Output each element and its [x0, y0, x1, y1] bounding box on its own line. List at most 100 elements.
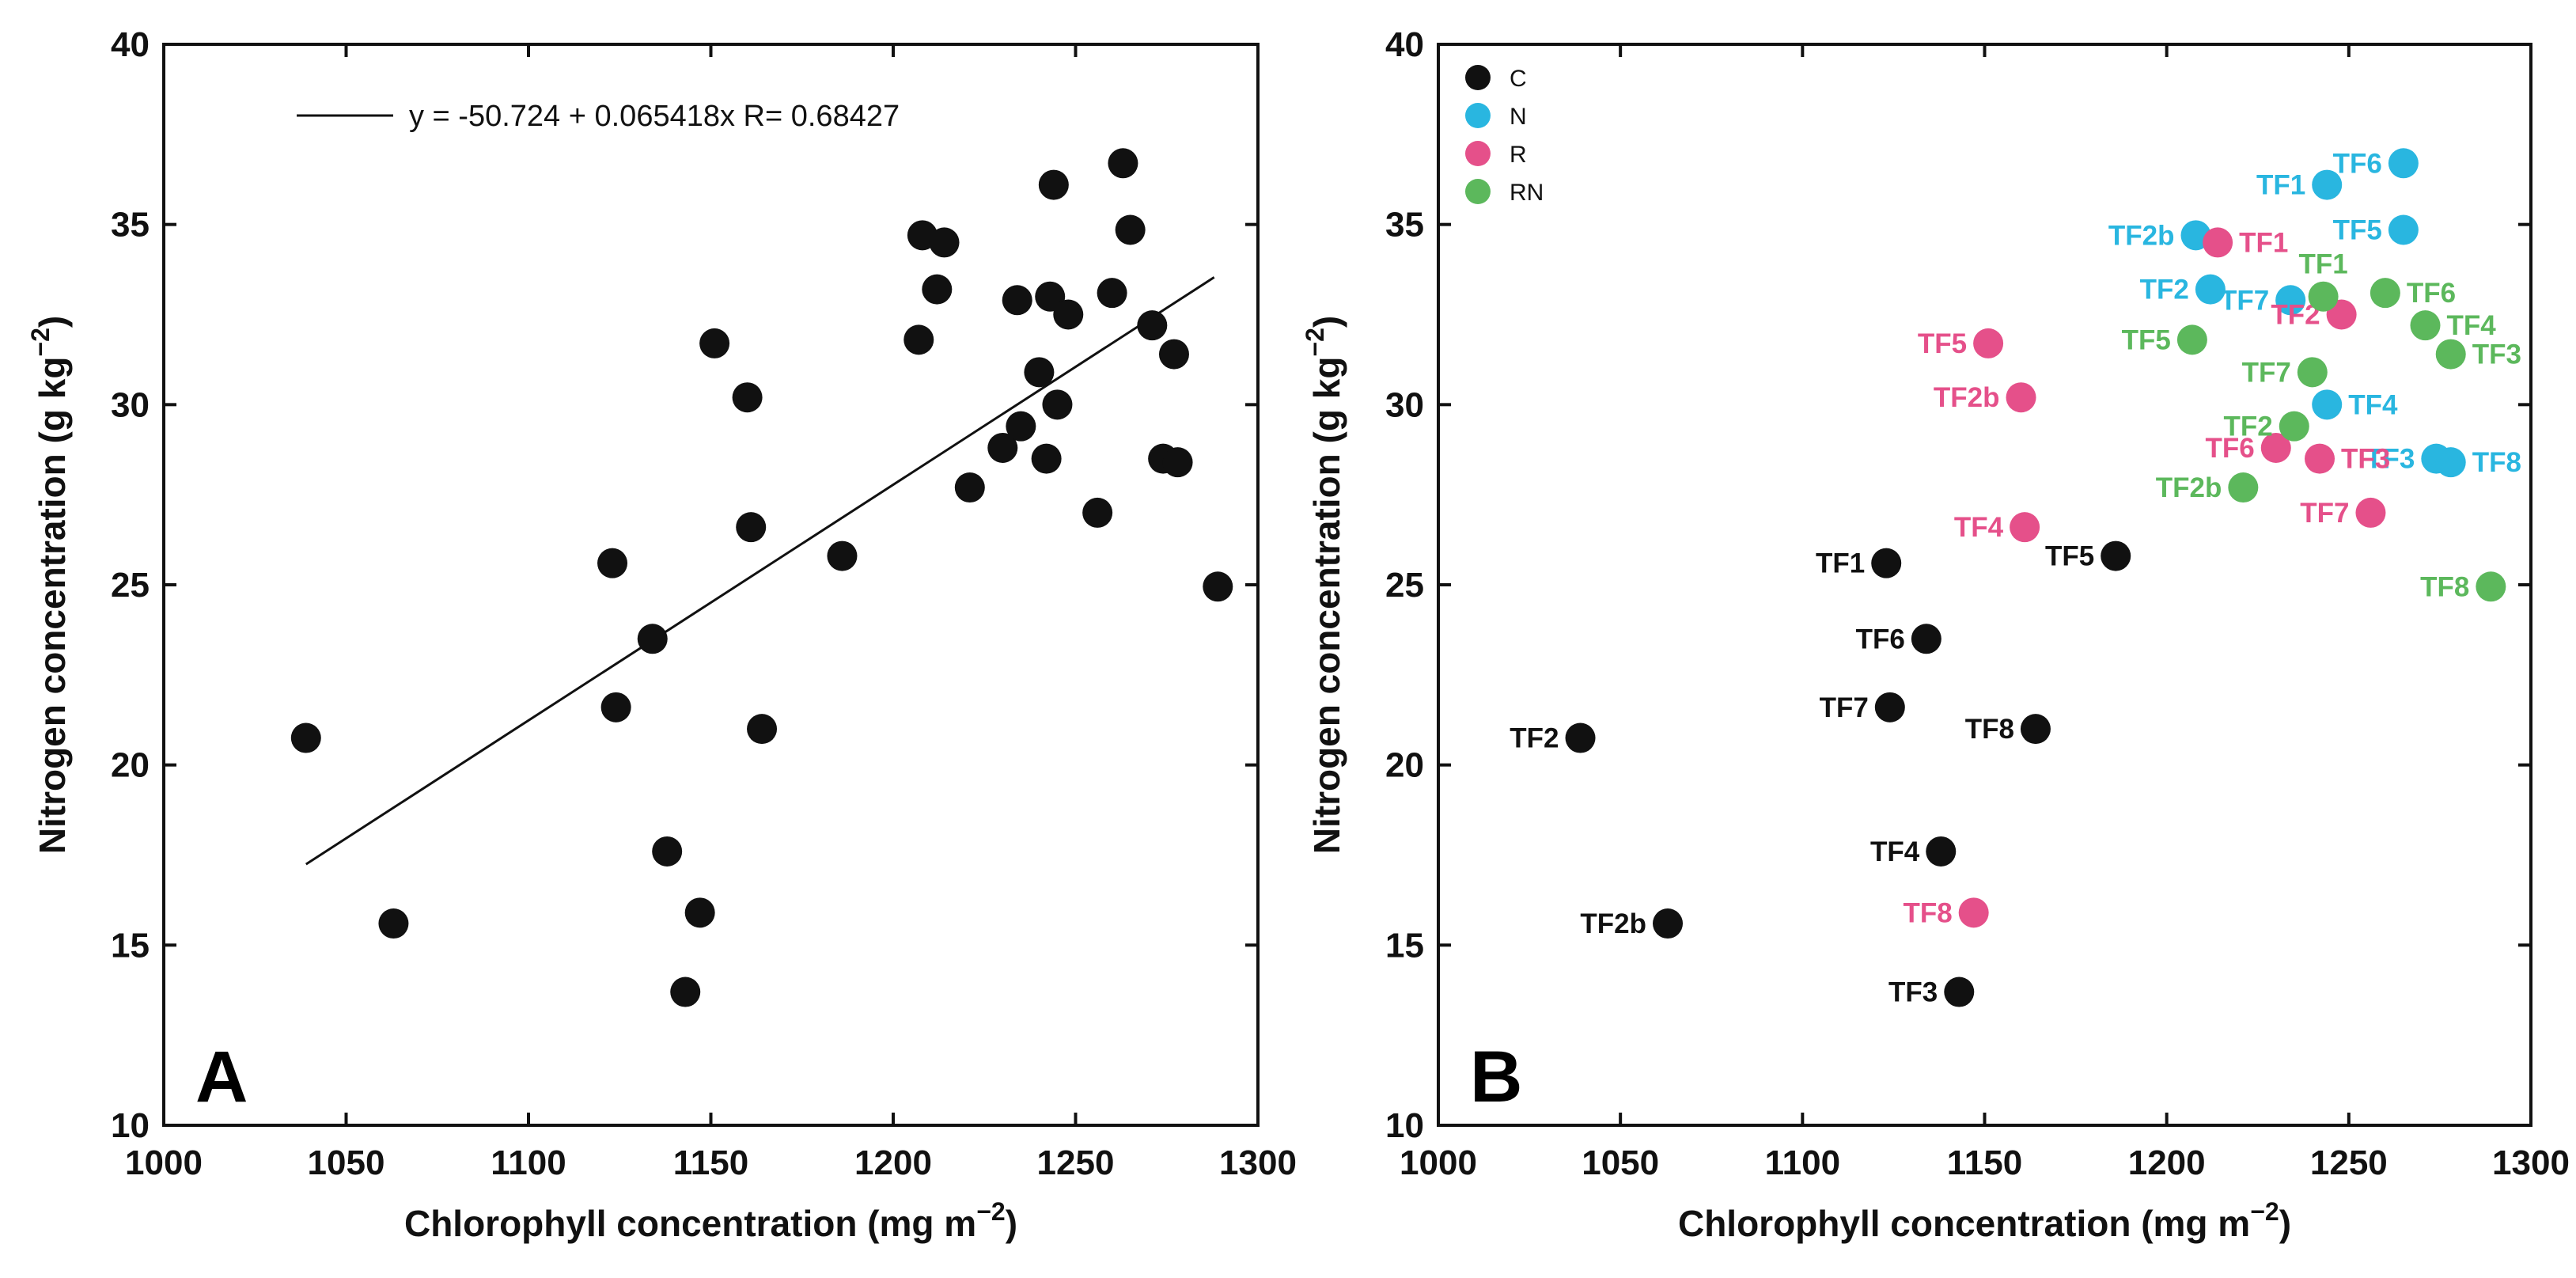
- point-label: TF1: [2298, 249, 2347, 280]
- data-point: [2228, 472, 2259, 503]
- data-point: [2260, 432, 2291, 463]
- point-label: TF4: [2447, 310, 2497, 341]
- x-tick-label: 1150: [673, 1143, 748, 1182]
- data-point: [922, 274, 953, 305]
- y-tick-label: 35: [111, 206, 150, 245]
- panel-a: 1000 1050 1100 1150 1200 1250 1300 10 15 20 25 30 35…: [26, 25, 1297, 1244]
- data-point: [1006, 411, 1036, 442]
- data-point: [2355, 497, 2386, 528]
- legend-marker: [1465, 103, 1491, 128]
- data-point: [2410, 310, 2441, 341]
- legend-label: R: [1510, 142, 1527, 168]
- panel-letter: B: [1470, 1037, 1522, 1117]
- point-label: TF3: [1888, 977, 1938, 1008]
- point-label: TF8: [1903, 897, 1952, 928]
- point-label: TF5: [2333, 214, 2382, 245]
- x-tick-label: 1050: [1582, 1143, 1659, 1182]
- data-point: [2275, 285, 2306, 316]
- y-axis-title-tail: ): [1306, 316, 1347, 328]
- y-tick-label: 15: [1385, 926, 1424, 965]
- data-point: [1203, 571, 1233, 602]
- legend-label: RN: [1510, 180, 1544, 206]
- data-point: [2370, 278, 2400, 309]
- y-axis-title-tail: ): [32, 316, 73, 328]
- data-point: [1874, 692, 1905, 722]
- data-point: [1031, 443, 1062, 474]
- point-label: TF5: [1918, 328, 1967, 359]
- point-label: TF2b: [2156, 472, 2222, 503]
- point-label: TF2b: [1934, 382, 2000, 413]
- data-point: [1911, 624, 1941, 654]
- point-label: TF8: [1965, 714, 2014, 745]
- data-point: [2195, 274, 2226, 305]
- x-tick-label: 1000: [1400, 1143, 1477, 1182]
- point-label: TF5: [2045, 541, 2094, 572]
- plot-frame: [1437, 43, 2532, 1127]
- data-point: [2279, 411, 2309, 442]
- y-tick-label: 20: [1385, 746, 1424, 785]
- data-point: [1926, 836, 1957, 867]
- data-point: [2305, 443, 2335, 474]
- point-label: TF6: [2407, 278, 2456, 309]
- data-point: [1973, 328, 2004, 358]
- y-tick-label: 30: [111, 385, 150, 424]
- data-point: [1158, 339, 1189, 370]
- data-point: [1871, 548, 1902, 578]
- x-axis-title: Chlorophyll concentration (mg m−2): [1678, 1197, 2291, 1244]
- y-tick-label: 35: [1385, 206, 1424, 245]
- legend-marker: [1465, 65, 1491, 90]
- data-point: [732, 382, 763, 413]
- data-point: [637, 624, 668, 654]
- data-point: [827, 540, 858, 571]
- y-axis-title-sup: −2: [26, 328, 55, 356]
- data-point: [2476, 571, 2506, 602]
- x-tick-label: 1050: [308, 1143, 385, 1182]
- data-point: [2101, 540, 2131, 571]
- y-axis-title: Nitrogen concentration (g kg−2): [1301, 316, 1347, 855]
- data-point: [1944, 977, 1975, 1007]
- legend-marker: [1465, 141, 1491, 166]
- data-point: [597, 548, 628, 578]
- data-point: [1115, 214, 1146, 245]
- data-point: [652, 836, 683, 867]
- x-axis-title-main: Chlorophyll concentration (mg m: [1678, 1203, 2250, 1244]
- y-axis-title-sup: −2: [1301, 328, 1329, 356]
- x-axis-title: Chlorophyll concentration (mg m−2): [404, 1197, 1017, 1244]
- point-label: TF2: [2140, 275, 2189, 305]
- point-label: TF7: [2242, 357, 2291, 388]
- x-tick-label: 1200: [2128, 1143, 2206, 1182]
- point-label: TF7: [2300, 498, 2349, 529]
- data-point: [699, 328, 730, 358]
- point-label: TF1: [2256, 170, 2305, 201]
- panel-b: 1000 1050 1100 1150 1200 1250 1300 10 15 20 25 30 35…: [1301, 25, 2570, 1244]
- x-tick-label: 1300: [2492, 1143, 2570, 1182]
- x-axis-title-sup: −2: [2250, 1197, 2279, 1226]
- data-point: [2176, 324, 2207, 355]
- point-label: TF5: [2122, 324, 2171, 355]
- point-label: TF3: [2472, 339, 2521, 370]
- point-label: TF1: [1816, 548, 1865, 579]
- x-axis-title-tail: ): [1006, 1203, 1017, 1244]
- data-point: [1002, 285, 1032, 316]
- y-axis-title: Nitrogen concentration (g kg−2): [26, 316, 73, 855]
- data-point: [2435, 339, 2466, 370]
- data-point: [1653, 908, 1684, 939]
- data-point: [684, 897, 715, 928]
- data-point: [2435, 447, 2466, 478]
- x-tick-label: 1200: [854, 1143, 932, 1182]
- y-axis-title-main: Nitrogen concentration (g kg: [1306, 357, 1347, 855]
- data-point: [1042, 389, 1073, 420]
- data-point: [1024, 357, 1055, 388]
- point-label: TF2: [2224, 411, 2273, 442]
- point-label: TF6: [1856, 624, 1905, 654]
- fit-equation-label: y = -50.724 + 0.065418x R= 0.68427: [409, 100, 900, 133]
- point-label: TF1: [2239, 227, 2288, 258]
- x-tick-label: 1000: [125, 1143, 203, 1182]
- data-point: [929, 227, 960, 258]
- data-point: [2010, 512, 2040, 543]
- data-point: [736, 512, 767, 543]
- data-point: [1053, 299, 1084, 330]
- x-tick-label: 1250: [1037, 1143, 1115, 1182]
- data-point: [954, 472, 985, 503]
